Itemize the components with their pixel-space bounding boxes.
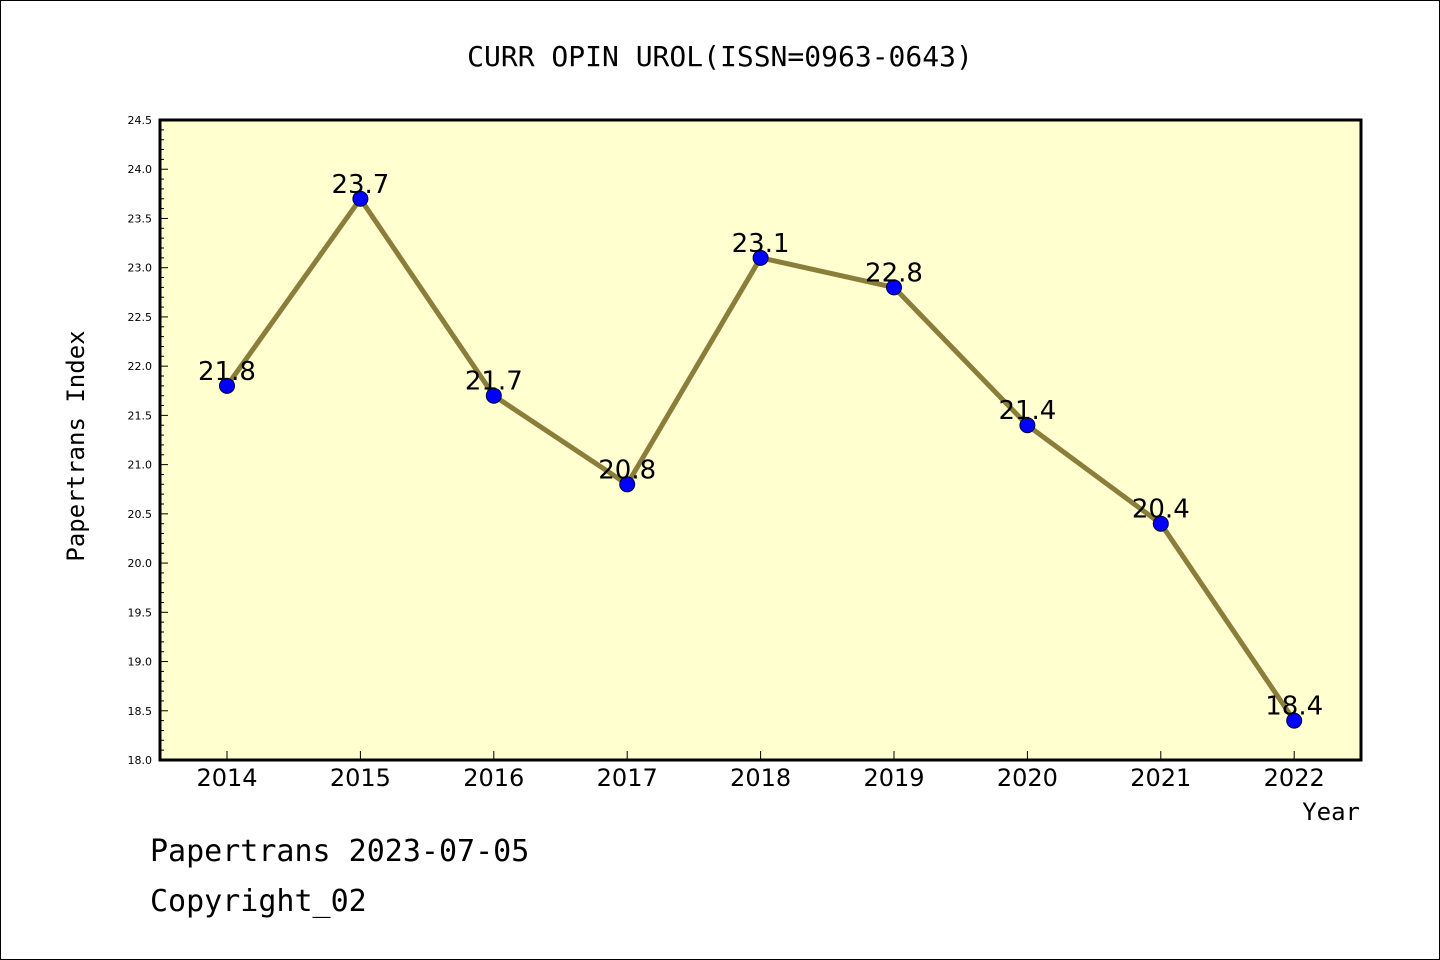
- x-tick-label: 2019: [863, 764, 924, 792]
- series-group: 21.8 23.7 21.7 20.8 23.1 22.8 21.4 20.4 18.4: [198, 170, 1323, 729]
- y-tick-label: 20.5: [128, 508, 153, 521]
- y-tick-label: 19.0: [128, 656, 153, 669]
- y-tick-label: 18.0: [128, 754, 153, 767]
- data-point: [352, 190, 369, 207]
- data-label: 21.8: [198, 357, 256, 387]
- plot-area: [158, 118, 1363, 762]
- data-label: 20.4: [1132, 495, 1190, 525]
- data-point: [752, 249, 769, 266]
- y-axis: 18.0 18.5 19.0 19.5 20.0 20.5 21.0 21.5 22.0 22.5…: [128, 114, 168, 767]
- data-point: [219, 377, 235, 394]
- y-tick-label: 24.0: [128, 163, 153, 176]
- y-tick-label: 24.5: [128, 114, 153, 127]
- data-label: 22.8: [865, 258, 923, 288]
- data-label: 23.7: [331, 170, 389, 200]
- y-tick-label: 20.0: [128, 557, 153, 570]
- data-label: 21.4: [998, 396, 1056, 426]
- x-tick-label: 2014: [196, 764, 257, 792]
- data-point: [485, 387, 502, 404]
- chart-title: CURR OPIN UROL(ISSN=0963-0643): [467, 40, 973, 73]
- data-point: [886, 279, 902, 296]
- data-point: [619, 476, 636, 493]
- data-label: 18.4: [1265, 692, 1323, 722]
- x-axis: 2014 2015 2016 2017 2018 2019 2020 2021 2022: [196, 751, 1325, 792]
- x-axis-label: Year: [1302, 798, 1360, 826]
- y-tick-label: 19.5: [128, 606, 153, 619]
- x-tick-label: 2017: [597, 764, 658, 792]
- y-tick-label: 21.0: [128, 459, 153, 472]
- y-tick-label: 22.0: [128, 360, 153, 373]
- x-tick-label: 2022: [1264, 764, 1325, 792]
- data-label: 20.8: [598, 455, 656, 485]
- data-label: 23.1: [732, 229, 790, 259]
- y-tick-label: 22.5: [128, 311, 153, 324]
- x-tick-label: 2016: [463, 764, 524, 792]
- y-tick-label: 23.0: [128, 262, 153, 275]
- x-tick-label: 2018: [730, 764, 791, 792]
- data-point: [1152, 515, 1169, 532]
- y-tick-label: 18.5: [128, 705, 153, 718]
- data-label: 21.7: [465, 367, 523, 397]
- data-point: [1019, 417, 1036, 434]
- data-point: [1286, 712, 1303, 729]
- footer-date: Papertrans 2023-07-05: [150, 834, 530, 869]
- x-tick-label: 2015: [330, 764, 391, 792]
- footer-copyright: Copyright_02: [150, 884, 367, 919]
- y-tick-label: 21.5: [128, 409, 153, 422]
- y-axis-label: Papertrans Index: [62, 330, 90, 561]
- x-tick-label: 2020: [997, 764, 1058, 792]
- x-tick-label: 2021: [1130, 764, 1191, 792]
- y-tick-label: 23.5: [128, 212, 153, 225]
